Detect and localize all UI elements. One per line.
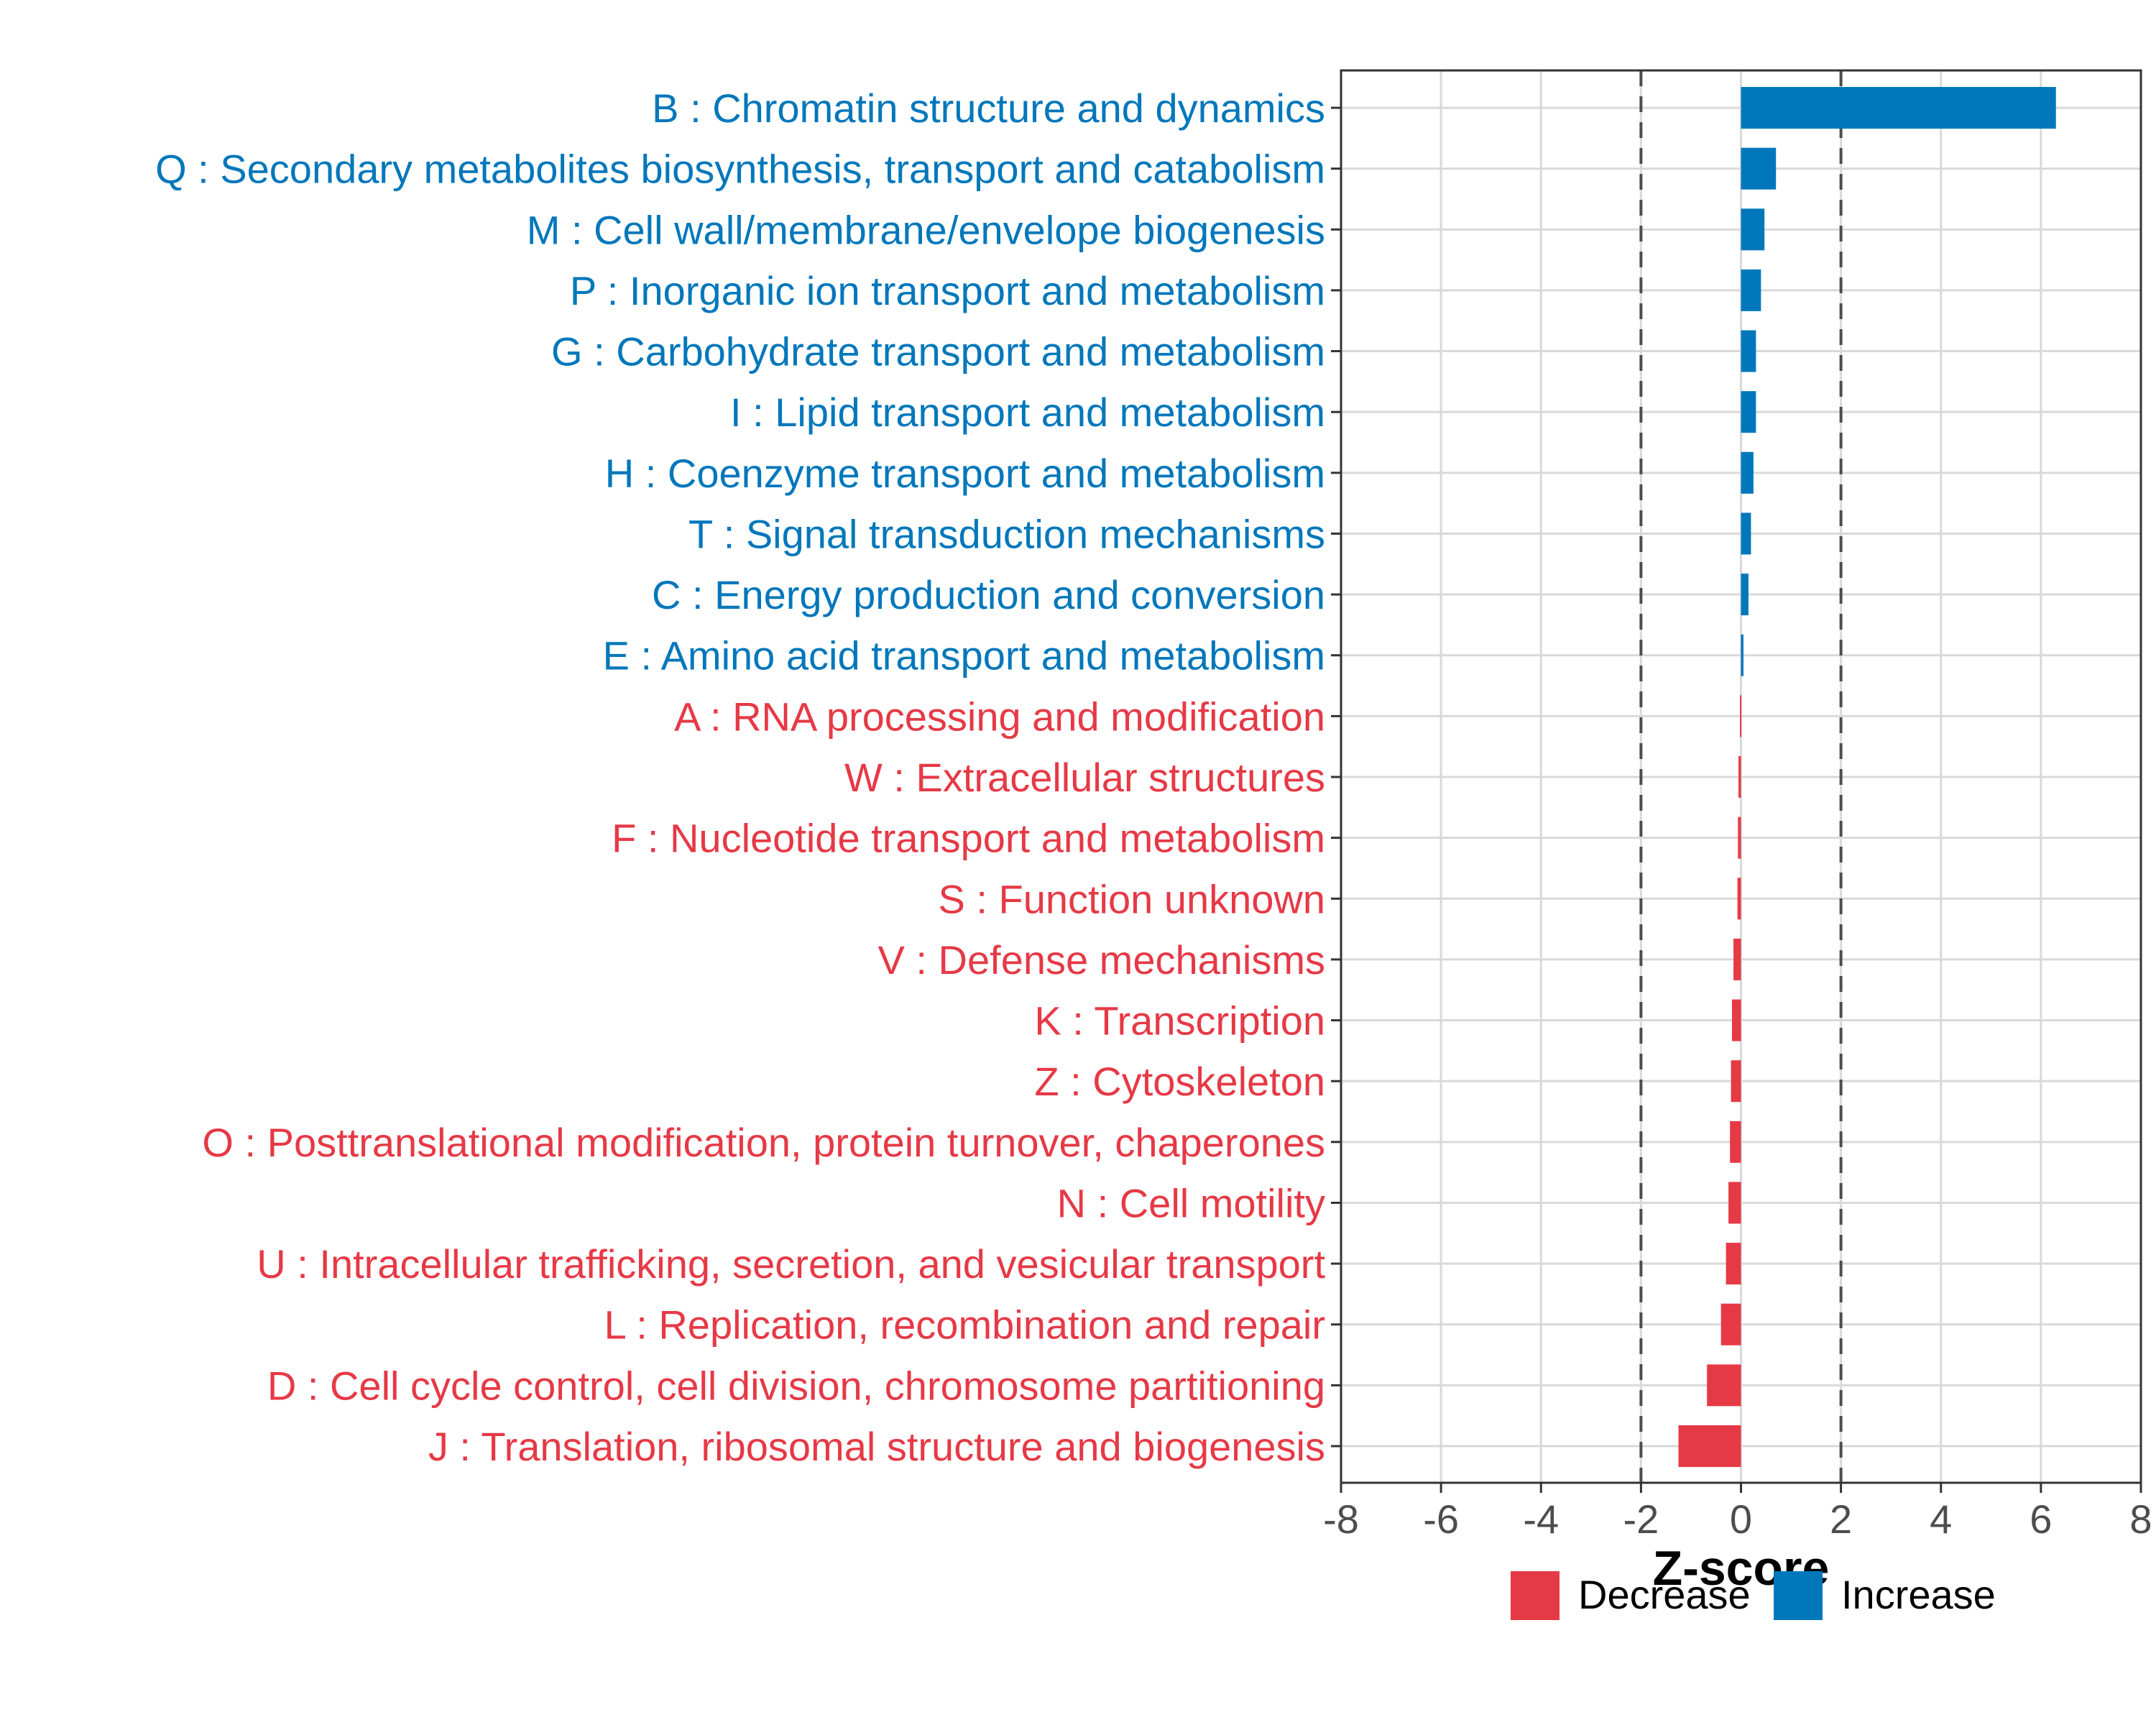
bar	[1737, 878, 1741, 920]
bar	[1741, 87, 2056, 129]
category-label: H : Coenzyme transport and metabolism	[605, 451, 1325, 496]
category-label: O : Posttranslational modification, prot…	[202, 1120, 1325, 1165]
bar	[1738, 816, 1741, 859]
bar	[1741, 147, 1777, 190]
category-label: A : RNA processing and modification	[674, 694, 1325, 739]
category-label: L : Replication, recombination and repai…	[604, 1302, 1325, 1348]
bar	[1726, 1243, 1741, 1285]
bar	[1730, 1121, 1741, 1163]
bar	[1738, 756, 1741, 798]
bar	[1741, 512, 1751, 555]
category-label: N : Cell motility	[1057, 1180, 1325, 1225]
legend: Decrease Increase	[1511, 1571, 1996, 1620]
legend-key-decrease	[1511, 1571, 1560, 1620]
x-tick-label: -2	[1623, 1496, 1659, 1542]
category-label: K : Transcription	[1034, 998, 1325, 1044]
category-label: F : Nucleotide transport and metabolism	[612, 816, 1325, 861]
bar	[1720, 1303, 1741, 1346]
category-label: M : Cell wall/membrane/envelope biogenes…	[527, 207, 1325, 252]
bar	[1741, 634, 1743, 676]
category-label: T : Signal transduction mechanisms	[688, 511, 1325, 556]
category-label: G : Carbohydrate transport and metabolis…	[551, 329, 1325, 374]
category-label: C : Energy production and conversion	[652, 572, 1325, 617]
category-label: S : Function unknown	[938, 876, 1325, 921]
bar	[1741, 330, 1756, 372]
x-tick-label: -4	[1523, 1496, 1559, 1542]
reference-lines	[1639, 70, 1843, 1483]
category-label: W : Extracellular structures	[844, 755, 1325, 800]
bar	[1731, 999, 1741, 1041]
x-tick-label: 2	[1830, 1496, 1852, 1542]
category-label: J : Translation, ribosomal structure and…	[428, 1424, 1325, 1469]
category-label: P : Inorganic ion transport and metaboli…	[570, 268, 1325, 313]
bar	[1707, 1364, 1741, 1407]
category-label: Z : Cytoskeleton	[1034, 1059, 1325, 1104]
bar	[1741, 391, 1756, 433]
category-label: B : Chromatin structure and dynamics	[652, 86, 1325, 131]
x-tick-label: 6	[2030, 1496, 2052, 1542]
bar	[1731, 1060, 1741, 1103]
category-label: Q : Secondary metabolites biosynthesis, …	[155, 147, 1325, 192]
category-label: E : Amino acid transport and metabolism	[603, 633, 1325, 678]
legend-label-increase: Increase	[1841, 1572, 1996, 1617]
bar	[1741, 451, 1754, 494]
bars	[1678, 87, 2056, 1467]
x-tick-label: 8	[2129, 1496, 2152, 1542]
x-tick-label: -8	[1323, 1496, 1359, 1542]
y-axis-ticks	[1331, 106, 1341, 1448]
legend-key-increase	[1774, 1571, 1823, 1620]
bar	[1728, 1182, 1741, 1224]
bar	[1740, 695, 1742, 737]
category-label: I : Lipid transport and metabolism	[730, 390, 1325, 435]
bar	[1741, 574, 1749, 616]
x-tick-label: 4	[1930, 1496, 1952, 1542]
bar	[1678, 1425, 1741, 1467]
category-labels: B : Chromatin structure and dynamics Q : …	[155, 86, 1325, 1469]
x-tick-label: -6	[1423, 1496, 1459, 1542]
x-axis-ticks: -8 -6 -4 -2 0 2 4 6 8	[1323, 1483, 2152, 1542]
bar	[1741, 208, 1765, 251]
bar	[1741, 269, 1761, 311]
category-label: V : Defense mechanisms	[878, 937, 1325, 983]
legend-label-decrease: Decrease	[1578, 1572, 1751, 1617]
bar	[1733, 938, 1741, 980]
category-label: U : Intracellular trafficking, secretion…	[257, 1241, 1325, 1287]
category-label: D : Cell cycle control, cell division, c…	[267, 1363, 1325, 1408]
x-tick-label: 0	[1730, 1496, 1752, 1542]
